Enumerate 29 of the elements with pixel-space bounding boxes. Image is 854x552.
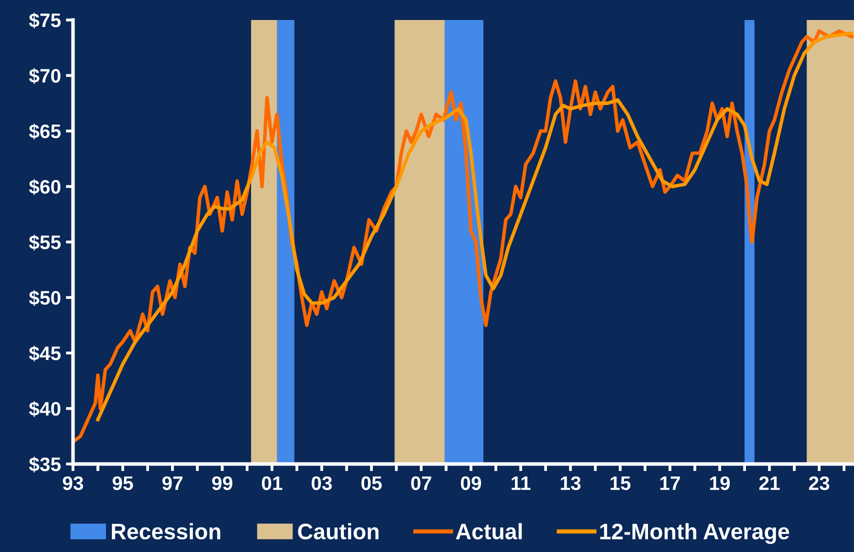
legend-label: Recession [112,523,220,540]
x-tick-label: 03 [312,476,332,490]
x-tick-label: 23 [809,476,830,490]
y-tick-label: $35 [29,456,61,472]
y-tick-label: $45 [29,346,61,362]
y-tick-label: $50 [29,290,60,306]
legend-label: Actual [456,523,522,540]
y-tick-label: $40 [29,401,60,417]
x-tick-label: 97 [162,476,182,490]
x-tick-label: 93 [62,476,84,490]
x-tick-label: 05 [361,476,382,490]
x-tick-label: 21 [759,476,780,490]
x-tick-label: 15 [610,476,630,490]
x-tick-label: 17 [660,476,680,490]
y-tick-label: $60 [29,179,60,195]
y-tick-label: $55 [29,234,61,250]
x-tick-label: 09 [460,476,482,490]
x-tick-label: 13 [560,476,581,490]
x-tick-label: 19 [710,476,730,490]
x-tick-label: 95 [112,476,134,490]
y-tick-label: $70 [29,68,60,84]
y-tick-label: $65 [29,124,61,140]
x-tick-label: 99 [212,476,232,490]
x-tick-label: 11 [512,476,530,490]
x-tick-label: 07 [411,476,432,490]
x-tick-label: 01 [262,476,282,490]
y-tick-label: $75 [29,12,61,28]
legend-label: 12-Month Average [600,523,790,544]
legend-label: Caution [298,523,378,540]
